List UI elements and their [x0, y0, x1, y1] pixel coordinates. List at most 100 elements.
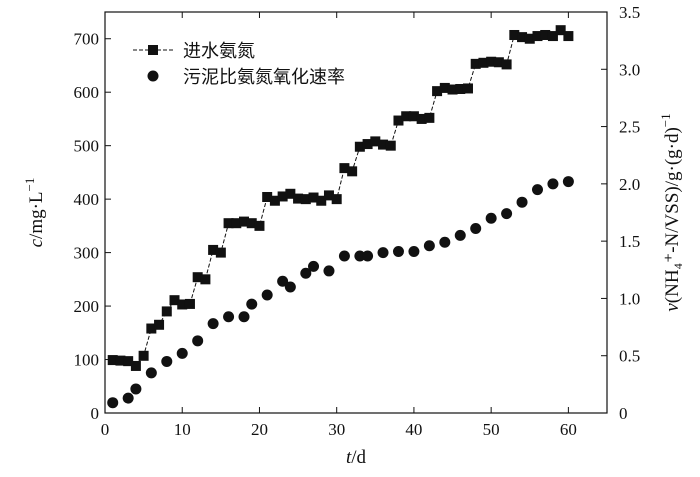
y-right-tick-label: 3.0 — [619, 60, 640, 79]
data-point-square — [293, 193, 304, 204]
data-point-circle — [470, 223, 482, 235]
data-point-square — [370, 136, 381, 147]
data-point-square — [455, 83, 466, 94]
data-point-square — [378, 139, 389, 150]
data-point-circle — [130, 383, 142, 395]
data-point-square — [239, 216, 250, 227]
y-right-tick-label: 1.5 — [619, 232, 640, 251]
y-left-tick-label: 100 — [74, 351, 100, 370]
data-point-circle — [277, 275, 289, 287]
data-point-square — [223, 218, 234, 229]
x-tick-label: 10 — [174, 420, 191, 439]
data-point-circle — [392, 245, 404, 257]
y-right-tick-label: 0 — [619, 404, 628, 423]
legend-label: 进水氨氮 — [183, 41, 255, 62]
data-point-square — [393, 115, 404, 126]
data-point-circle — [562, 176, 574, 188]
legend-item-2: 污泥比氨氮氧化速率 — [147, 67, 345, 88]
series-1 — [107, 25, 574, 371]
data-point-square — [524, 33, 535, 44]
y-right-tick-label: 0.5 — [619, 347, 640, 366]
y-left-tick-label: 200 — [74, 297, 100, 316]
y-left-tick-label: 600 — [74, 83, 100, 102]
data-point-square — [470, 58, 481, 69]
data-point-square — [154, 319, 165, 330]
data-point-circle — [300, 267, 312, 279]
data-point-square — [254, 220, 265, 231]
x-tick-label: 0 — [101, 420, 110, 439]
x-tick-label: 60 — [560, 420, 577, 439]
x-tick-label: 30 — [328, 420, 345, 439]
data-point-circle — [161, 355, 173, 367]
y-left-tick-label: 300 — [74, 244, 100, 263]
data-point-square — [501, 59, 512, 70]
data-point-circle — [408, 245, 420, 257]
x-tick-label: 40 — [405, 420, 422, 439]
data-point-square — [285, 188, 296, 199]
data-point-circle — [338, 250, 350, 262]
data-point-circle — [107, 397, 119, 409]
y-right-axis-title: v(NH₄⁺-N/VSS)/g·(g·d)−1 — [658, 113, 683, 311]
data-point-square — [408, 111, 419, 122]
legend-marker-circle — [147, 70, 159, 82]
data-point-square — [146, 323, 157, 334]
data-point-square — [555, 25, 566, 36]
x-tick-label: 20 — [251, 420, 268, 439]
data-point-square — [347, 166, 358, 177]
data-point-square — [161, 306, 172, 317]
data-point-square — [115, 355, 126, 366]
legend-item-1: 进水氨氮 — [133, 41, 255, 62]
data-point-circle — [531, 184, 543, 196]
y-left-tick-label: 400 — [74, 190, 100, 209]
data-point-circle — [238, 311, 250, 323]
data-point-circle — [501, 208, 513, 220]
series-2 — [107, 176, 574, 409]
data-point-circle — [176, 347, 188, 359]
data-point-square — [401, 111, 412, 122]
data-point-square — [177, 299, 188, 310]
data-point-circle — [362, 250, 374, 262]
data-point-square — [447, 84, 458, 95]
data-point-square — [192, 272, 203, 283]
data-point-circle — [223, 311, 235, 323]
y-left-tick-label: 0 — [91, 404, 100, 423]
x-tick-label: 50 — [483, 420, 500, 439]
data-point-square — [362, 139, 373, 150]
data-point-square — [323, 190, 334, 201]
data-point-circle — [354, 250, 366, 262]
data-point-square — [208, 244, 219, 255]
data-point-circle — [377, 247, 389, 259]
data-point-circle — [547, 178, 559, 190]
data-point-circle — [454, 229, 466, 241]
y-right-tick-label: 2.0 — [619, 175, 640, 194]
legend-marker-square — [148, 45, 158, 55]
axes-layer: 0 10 20 30 40 50 60010020030040050060070000.51… — [74, 3, 641, 439]
data-point-square — [215, 247, 226, 258]
x-axis-title: t/d — [346, 447, 367, 468]
data-point-square — [478, 57, 489, 68]
data-point-square — [300, 194, 311, 205]
data-point-square — [339, 163, 350, 174]
data-point-square — [532, 31, 543, 42]
data-point-square — [107, 355, 118, 366]
data-point-circle — [439, 236, 451, 248]
data-point-circle — [485, 212, 497, 224]
data-point-square — [277, 191, 288, 202]
data-point-circle — [192, 335, 204, 347]
data-point-square — [486, 56, 497, 67]
data-point-circle — [145, 367, 157, 379]
data-point-square — [316, 195, 327, 206]
data-point-square — [262, 191, 273, 202]
y-right-tick-label: 1.0 — [619, 289, 640, 308]
data-point-square — [547, 31, 558, 42]
data-point-circle — [423, 240, 435, 252]
data-point-circle — [284, 281, 296, 293]
y-left-axis-title: c/mg·L−1 — [22, 178, 47, 248]
y-right-tick-label: 3.5 — [619, 3, 640, 22]
data-point-square — [269, 195, 280, 206]
data-point-square — [231, 218, 242, 229]
data-point-square — [130, 360, 141, 371]
